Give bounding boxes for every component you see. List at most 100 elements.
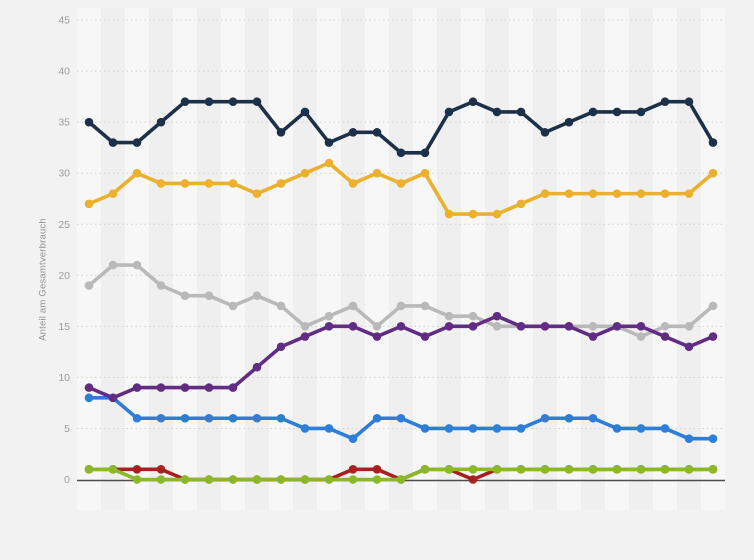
data-point-green[interactable] <box>420 464 430 474</box>
data-point-purple[interactable] <box>132 383 142 392</box>
data-point-green[interactable] <box>444 464 454 474</box>
data-point-green[interactable] <box>396 475 406 484</box>
data-point-dark-blue[interactable] <box>516 107 526 117</box>
data-point-purple[interactable] <box>444 322 454 331</box>
data-point-red[interactable] <box>372 464 382 474</box>
data-point-gray[interactable] <box>708 301 718 311</box>
data-point-dark-blue[interactable] <box>204 97 214 107</box>
data-point-green[interactable] <box>468 464 478 474</box>
data-point-blue[interactable] <box>540 413 550 423</box>
data-point-dark-blue[interactable] <box>228 97 238 107</box>
data-point-blue[interactable] <box>444 424 454 433</box>
data-point-yellow[interactable] <box>540 189 550 198</box>
data-point-dark-blue[interactable] <box>636 107 646 117</box>
data-point-blue[interactable] <box>204 413 214 423</box>
data-point-blue[interactable] <box>84 393 94 403</box>
data-point-blue[interactable] <box>588 413 598 423</box>
data-point-blue[interactable] <box>636 424 646 433</box>
data-point-blue[interactable] <box>396 413 406 423</box>
data-point-red[interactable] <box>468 475 478 484</box>
data-point-green[interactable] <box>84 464 94 474</box>
data-point-purple[interactable] <box>204 383 214 392</box>
data-point-dark-blue[interactable] <box>588 107 598 117</box>
data-point-yellow[interactable] <box>420 168 430 178</box>
data-point-blue[interactable] <box>252 413 262 423</box>
data-point-blue[interactable] <box>564 413 574 423</box>
data-point-purple[interactable] <box>300 332 310 341</box>
data-point-green[interactable] <box>564 464 574 474</box>
data-point-green[interactable] <box>108 464 118 474</box>
data-point-purple[interactable] <box>684 342 694 352</box>
data-point-green[interactable] <box>348 475 358 484</box>
data-point-yellow[interactable] <box>252 189 262 198</box>
data-point-green[interactable] <box>540 464 550 474</box>
data-point-yellow[interactable] <box>372 168 382 178</box>
data-point-blue[interactable] <box>132 413 142 423</box>
data-point-blue[interactable] <box>372 413 382 423</box>
data-point-purple[interactable] <box>516 322 526 331</box>
data-point-purple[interactable] <box>540 322 550 331</box>
data-point-gray[interactable] <box>372 322 382 331</box>
data-point-purple[interactable] <box>492 311 502 321</box>
data-point-yellow[interactable] <box>84 199 94 209</box>
data-point-dark-blue[interactable] <box>444 107 454 117</box>
data-point-blue[interactable] <box>684 434 694 443</box>
data-point-blue[interactable] <box>612 424 622 433</box>
data-point-gray[interactable] <box>348 301 358 311</box>
data-point-green[interactable] <box>228 475 238 484</box>
data-point-green[interactable] <box>708 464 718 474</box>
data-point-purple[interactable] <box>588 332 598 341</box>
data-point-purple[interactable] <box>420 332 430 341</box>
data-point-gray[interactable] <box>468 311 478 321</box>
data-point-dark-blue[interactable] <box>612 107 622 117</box>
data-point-green[interactable] <box>612 464 622 474</box>
data-point-dark-blue[interactable] <box>396 148 406 158</box>
data-point-yellow[interactable] <box>348 179 358 188</box>
data-point-purple[interactable] <box>276 342 286 352</box>
data-point-yellow[interactable] <box>516 199 526 209</box>
data-point-blue[interactable] <box>324 424 334 433</box>
data-point-red[interactable] <box>132 464 142 474</box>
data-point-gray[interactable] <box>204 291 214 301</box>
data-point-dark-blue[interactable] <box>276 128 286 137</box>
data-point-gray[interactable] <box>492 322 502 331</box>
data-point-green[interactable] <box>684 464 694 474</box>
data-point-blue[interactable] <box>420 424 430 433</box>
data-point-yellow[interactable] <box>108 189 118 198</box>
data-point-gray[interactable] <box>84 281 94 290</box>
data-point-purple[interactable] <box>84 383 94 392</box>
data-point-dark-blue[interactable] <box>324 138 334 147</box>
data-point-gray[interactable] <box>276 301 286 311</box>
data-point-blue[interactable] <box>180 413 190 423</box>
data-point-dark-blue[interactable] <box>300 107 310 117</box>
data-point-green[interactable] <box>204 475 214 484</box>
data-point-dark-blue[interactable] <box>684 97 694 107</box>
data-point-yellow[interactable] <box>228 179 238 188</box>
data-point-green[interactable] <box>324 475 334 484</box>
data-point-yellow[interactable] <box>324 158 334 168</box>
data-point-dark-blue[interactable] <box>540 128 550 137</box>
data-point-yellow[interactable] <box>180 179 190 188</box>
data-point-green[interactable] <box>276 475 286 484</box>
data-point-yellow[interactable] <box>276 179 286 188</box>
data-point-yellow[interactable] <box>444 209 454 219</box>
data-point-green[interactable] <box>588 464 598 474</box>
data-point-green[interactable] <box>300 475 310 484</box>
data-point-yellow[interactable] <box>204 179 214 188</box>
data-point-yellow[interactable] <box>636 189 646 198</box>
data-point-blue[interactable] <box>492 424 502 433</box>
data-point-green[interactable] <box>180 475 190 484</box>
data-point-purple[interactable] <box>348 322 358 331</box>
data-point-yellow[interactable] <box>492 209 502 219</box>
data-point-dark-blue[interactable] <box>132 138 142 147</box>
data-point-purple[interactable] <box>396 322 406 331</box>
data-point-green[interactable] <box>492 464 502 474</box>
data-point-gray[interactable] <box>420 301 430 311</box>
data-point-purple[interactable] <box>636 322 646 331</box>
data-point-dark-blue[interactable] <box>468 97 478 107</box>
data-point-green[interactable] <box>516 464 526 474</box>
data-point-dark-blue[interactable] <box>564 117 574 127</box>
data-point-purple[interactable] <box>468 322 478 331</box>
data-point-gray[interactable] <box>108 260 118 270</box>
data-point-dark-blue[interactable] <box>108 138 118 147</box>
